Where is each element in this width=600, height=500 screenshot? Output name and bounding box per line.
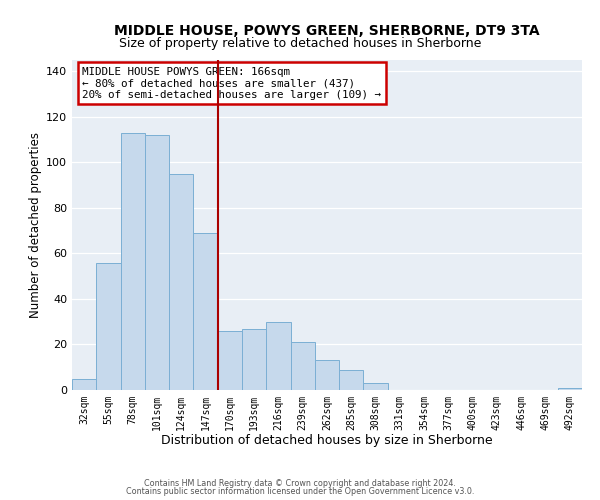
Bar	[193, 233, 218, 390]
Bar	[266, 322, 290, 390]
Bar	[315, 360, 339, 390]
Bar	[218, 331, 242, 390]
Bar	[96, 262, 121, 390]
Bar	[169, 174, 193, 390]
Bar	[72, 378, 96, 390]
Bar	[339, 370, 364, 390]
Y-axis label: Number of detached properties: Number of detached properties	[29, 132, 42, 318]
Bar	[145, 135, 169, 390]
X-axis label: Distribution of detached houses by size in Sherborne: Distribution of detached houses by size …	[161, 434, 493, 448]
Bar	[290, 342, 315, 390]
Bar	[364, 383, 388, 390]
Title: MIDDLE HOUSE, POWYS GREEN, SHERBORNE, DT9 3TA: MIDDLE HOUSE, POWYS GREEN, SHERBORNE, DT…	[114, 24, 540, 38]
Text: Contains public sector information licensed under the Open Government Licence v3: Contains public sector information licen…	[126, 487, 474, 496]
Text: MIDDLE HOUSE POWYS GREEN: 166sqm
← 80% of detached houses are smaller (437)
20% : MIDDLE HOUSE POWYS GREEN: 166sqm ← 80% o…	[82, 66, 381, 100]
Bar	[242, 328, 266, 390]
Bar	[121, 133, 145, 390]
Text: Contains HM Land Registry data © Crown copyright and database right 2024.: Contains HM Land Registry data © Crown c…	[144, 478, 456, 488]
Bar	[558, 388, 582, 390]
Text: Size of property relative to detached houses in Sherborne: Size of property relative to detached ho…	[119, 38, 481, 51]
